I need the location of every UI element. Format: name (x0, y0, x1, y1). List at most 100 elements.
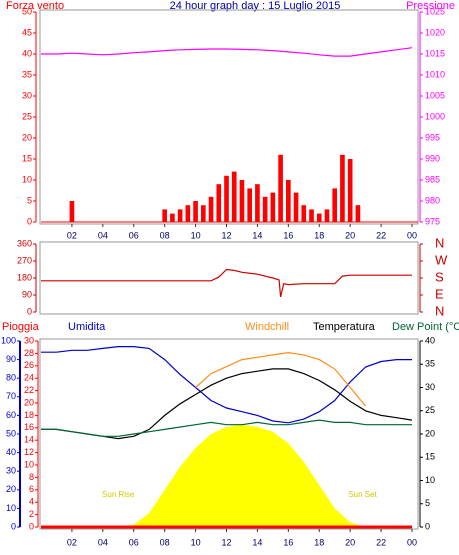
y-tick-label: 20 (24, 397, 34, 407)
y-tick-label: 22 (24, 385, 34, 395)
y-tick-label: 30 (22, 90, 32, 100)
y2-tick-label: 1010 (425, 69, 445, 79)
y3-tick-label: 10 (6, 503, 16, 513)
y-tick-label: 2 (29, 509, 34, 519)
x-tick-label: 06 (129, 230, 139, 240)
x-tick-label: 12 (221, 537, 231, 547)
y2-tick-label: 1020 (425, 27, 445, 37)
x-tick-label: 08 (160, 537, 170, 547)
bar (200, 205, 206, 222)
y-tick-label: 16 (24, 422, 34, 432)
bar (316, 213, 322, 222)
line (41, 47, 413, 57)
annotation: Sun Set (348, 490, 377, 499)
x-tick-label: 02 (67, 537, 77, 547)
x-tick-label: 20 (345, 230, 355, 240)
y-tick-label: 5 (27, 195, 32, 205)
x-tick-label: 04 (98, 537, 108, 547)
bar (278, 154, 283, 222)
bar (170, 213, 175, 222)
x-tick-label: 12 (221, 230, 231, 240)
y3-tick-label: 60 (6, 410, 16, 420)
x-tick-label: 00 (407, 230, 417, 240)
bar (324, 209, 330, 222)
y-tick-label: 26 (24, 360, 34, 370)
bar (270, 192, 276, 222)
y-tick-label: 15 (22, 153, 32, 163)
y-tick-label: 360 (17, 238, 32, 248)
x-tick-label: 16 (283, 537, 293, 547)
bar (286, 180, 291, 222)
plot-frame (39, 338, 419, 530)
x-tick-label: 16 (283, 230, 293, 240)
bar (293, 192, 299, 222)
bar (332, 188, 338, 222)
x-tick-label: 22 (376, 537, 386, 547)
y-tick-label: 30 (24, 335, 34, 345)
y2-tick-label: 985 (425, 174, 440, 184)
legend-entry: Temperatura (313, 321, 376, 333)
y2-tick-label: E (435, 286, 444, 301)
y2-tick-label: 20 (425, 428, 435, 438)
y-tick-label: 90 (22, 289, 32, 299)
y2-tick-label: 15 (425, 452, 435, 462)
y-tick-label: 0 (27, 216, 32, 226)
x-tick-label: 18 (314, 230, 324, 240)
y-tick-label: 270 (17, 255, 32, 265)
y-tick-label: 8 (29, 472, 34, 482)
bar (309, 209, 314, 222)
y2-tick-label: 1005 (425, 90, 445, 100)
legend-entry: Dew Point (°C (392, 321, 459, 333)
x-tick-label: 02 (67, 230, 77, 240)
chart-title: 24 hour graph day : 15 Luglio 2015 (170, 0, 341, 12)
bar (355, 205, 361, 222)
y-tick-label: 50 (22, 6, 32, 16)
x-tick-label: 22 (376, 230, 386, 240)
bar (177, 209, 183, 222)
bar (301, 205, 307, 222)
plot-frame (39, 241, 419, 315)
y-tick-label: 6 (29, 484, 34, 494)
bar (247, 188, 253, 222)
y2-tick-label: N (435, 303, 444, 318)
x-tick-label: 04 (98, 230, 108, 240)
x-tick-label: 10 (191, 537, 201, 547)
legend-entry: Umidita (68, 321, 106, 333)
plot-frame (39, 9, 419, 225)
y2-tick-label: 980 (425, 195, 440, 205)
y2-tick-label: 1025 (425, 6, 445, 16)
y2-tick-label: N (435, 235, 444, 250)
y2-tick-label: 1015 (425, 48, 445, 58)
y2-tick-label: 40 (425, 335, 435, 345)
y2-tick-label: 1000 (425, 111, 445, 121)
legend-entry: Windchill (245, 321, 289, 333)
y-tick-label: 10 (24, 459, 34, 469)
y2-tick-label: 5 (425, 498, 430, 508)
x-tick-label: 18 (314, 537, 324, 547)
y-tick-label: 35 (22, 69, 32, 79)
x-tick-label: 10 (191, 230, 201, 240)
y-tick-label: 0 (27, 306, 32, 316)
y3-tick-label: 50 (6, 428, 16, 438)
x-tick-label: 08 (160, 230, 170, 240)
y-tick-label: 20 (22, 132, 32, 142)
y2-tick-label: 975 (425, 216, 440, 226)
y-tick-label: 14 (24, 435, 34, 445)
y-tick-label: 0 (29, 521, 34, 531)
y3-tick-label: 90 (6, 354, 16, 364)
y2-tick-label: 35 (425, 359, 435, 369)
y2-tick-label: 990 (425, 153, 440, 163)
legend-entry: Pioggia (2, 321, 40, 333)
y-tick-label: 12 (24, 447, 34, 457)
y3-tick-label: 30 (6, 466, 16, 476)
bar (262, 196, 268, 222)
y2-axis-label: Pressione (406, 0, 455, 12)
bar (231, 171, 237, 222)
y2-tick-label: W (435, 252, 448, 267)
bar (69, 201, 75, 222)
y-tick-label: 10 (22, 174, 32, 184)
bar (224, 175, 229, 222)
x-tick-label: 20 (345, 537, 355, 547)
y-tick-label: 25 (22, 111, 32, 121)
y2-tick-label: 995 (425, 132, 440, 142)
